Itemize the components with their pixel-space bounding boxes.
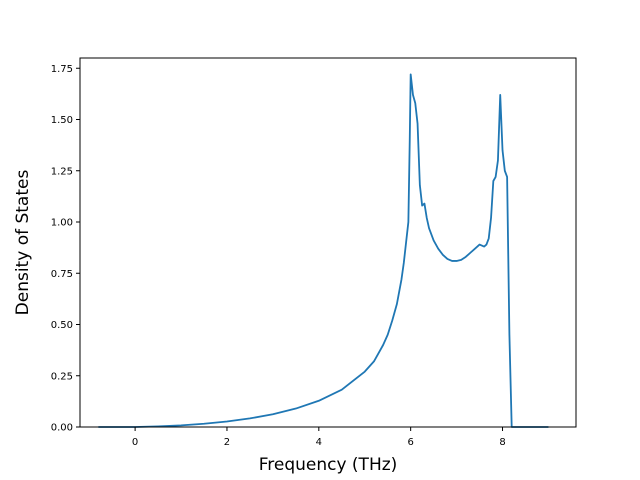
y-tick-label: 1.25 — [51, 166, 73, 177]
axes-frame — [79, 57, 577, 428]
x-tick-label: 0 — [132, 437, 138, 448]
x-axis: 0 2 4 6 8 — [132, 427, 506, 448]
y-tick-label: 0.25 — [51, 371, 73, 382]
y-tick-label: 1.00 — [51, 218, 73, 229]
x-tick-label: 2 — [224, 437, 230, 448]
y-tick-label: 0.75 — [51, 269, 73, 280]
x-tick-label: 6 — [407, 437, 413, 448]
y-axis: 0.00 0.25 0.50 0.75 1.00 1.25 1.50 1.75 — [51, 64, 80, 434]
y-tick-label: 1.50 — [51, 115, 73, 126]
x-tick-label: 8 — [499, 437, 505, 448]
y-tick-label: 0.00 — [51, 423, 73, 434]
x-tick-label: 4 — [316, 437, 322, 448]
y-tick-label: 1.75 — [51, 64, 73, 75]
y-tick-label: 0.50 — [51, 320, 73, 331]
x-axis-title: Frequency (THz) — [259, 455, 398, 475]
y-axis-title: Density of States — [13, 170, 33, 316]
series-line-0 — [98, 73, 549, 428]
plot-area — [98, 73, 549, 428]
